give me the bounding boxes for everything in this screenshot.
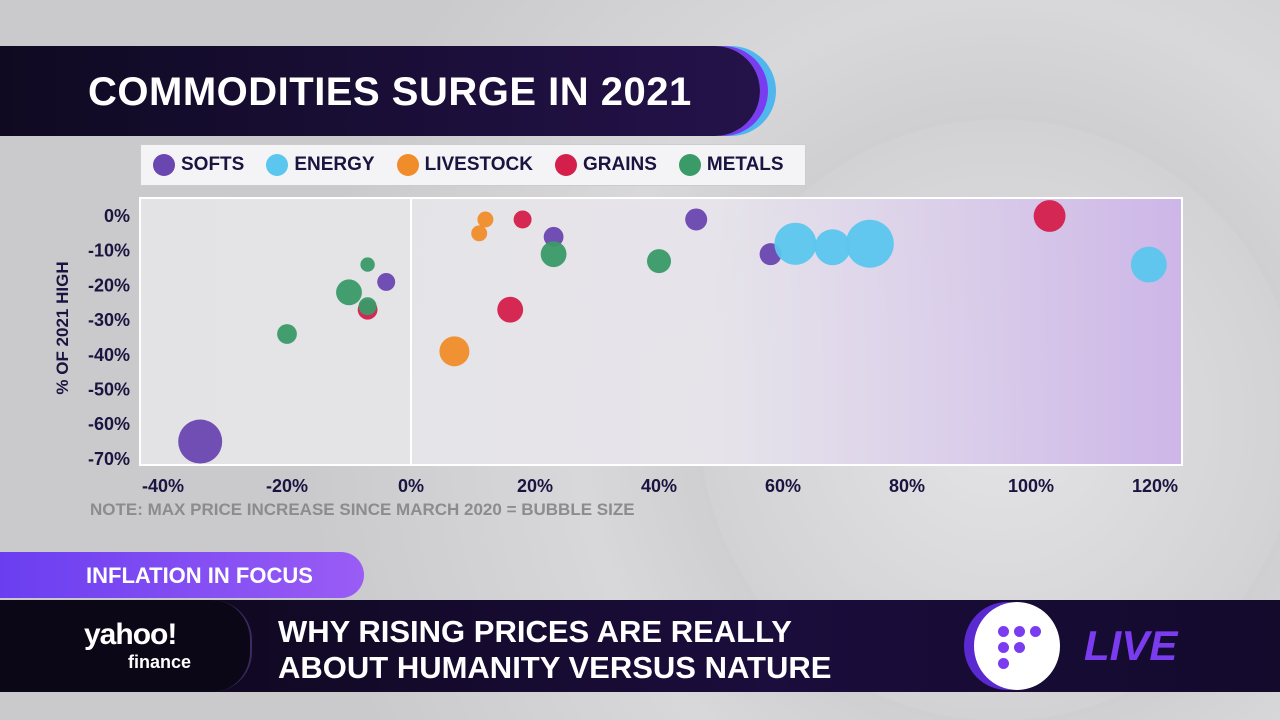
- logo-dot: [998, 626, 1009, 637]
- bubble-grains: [1033, 200, 1066, 232]
- legend-dot: [153, 154, 175, 176]
- bubble-energy: [814, 229, 851, 266]
- x-tick-label: 120%: [1132, 476, 1178, 496]
- bubble-metals: [277, 324, 297, 344]
- x-tick-label: 0%: [398, 476, 424, 496]
- legend-softs: SOFTS: [153, 154, 244, 176]
- logo-finance: finance: [128, 652, 192, 672]
- y-tick-label: -70%: [88, 449, 130, 469]
- logo-yahoo: yahoo!: [84, 618, 177, 651]
- legend-dot: [678, 154, 701, 176]
- topic-tag: INFLATION IN FOCUS: [0, 552, 364, 598]
- headline: WHY RISING PRICES ARE REALLY ABOUT HUMAN…: [278, 614, 831, 686]
- bubble-livestock: [477, 211, 494, 228]
- lower-third: yahoo! finance WHY RISING PRICES ARE REA…: [0, 600, 1280, 692]
- headline-line-1: WHY RISING PRICES ARE REALLY: [278, 614, 792, 649]
- y-axis-label: % OF 2021 HIGH: [53, 261, 72, 395]
- x-tick-label: 80%: [889, 476, 925, 496]
- legend: SOFTS ENERGY LIVESTOCK GRAINS METALS: [140, 144, 806, 186]
- bubble-metals: [358, 297, 377, 316]
- bubble-softs: [377, 272, 396, 291]
- y-tick-label: -60%: [88, 414, 130, 434]
- y-tick-label: 0%: [104, 206, 130, 226]
- bubble-livestock: [439, 336, 470, 367]
- bubble-metals: [647, 249, 671, 274]
- y-tick-label: -10%: [88, 241, 130, 261]
- legend-label: ENERGY: [294, 154, 375, 175]
- logo-dot: [1014, 642, 1025, 653]
- x-tick-label: -20%: [266, 476, 308, 496]
- logo-dot: [1014, 626, 1025, 637]
- legend-energy: ENERGY: [266, 154, 375, 176]
- bubble-grains: [497, 296, 524, 323]
- legend-label: METALS: [706, 154, 784, 175]
- x-tick-label: 20%: [517, 476, 553, 496]
- live-logo-icon: [960, 600, 1070, 692]
- bubble-softs: [178, 419, 223, 464]
- chart-title: COMMODITIES SURGE IN 2021: [88, 70, 692, 114]
- legend-grains: GRAINS: [554, 154, 657, 176]
- live-badge: LIVE: [1084, 622, 1178, 669]
- bubble-energy: [1130, 246, 1167, 283]
- x-tick-label: 100%: [1008, 476, 1054, 496]
- x-tick-label: 60%: [765, 476, 801, 496]
- bubble-energy: [774, 222, 817, 265]
- x-tick-label: 40%: [641, 476, 677, 496]
- bubble-livestock: [471, 225, 488, 242]
- legend-label: GRAINS: [582, 154, 657, 175]
- bubble-metals: [360, 257, 375, 272]
- legend-dot: [266, 154, 289, 176]
- legend-label: SOFTS: [181, 154, 245, 175]
- legend-livestock: LIVESTOCK: [396, 154, 533, 176]
- legend-metals: METALS: [678, 154, 784, 176]
- bubble-metals: [336, 279, 362, 306]
- legend-dot: [396, 154, 419, 176]
- yahoo-finance-logo: yahoo! finance: [0, 600, 252, 692]
- y-tick-label: -40%: [88, 345, 130, 365]
- x-tick-label: -40%: [142, 476, 184, 496]
- logo-dot: [998, 658, 1009, 669]
- bubble-softs: [543, 226, 564, 247]
- bubble-softs: [685, 208, 708, 231]
- headline-line-2: ABOUT HUMANITY VERSUS NATURE: [278, 650, 832, 685]
- legend-dot: [554, 154, 577, 176]
- y-tick-label: -20%: [88, 275, 130, 295]
- y-tick-label: -50%: [88, 380, 130, 400]
- y-tick-label: -30%: [88, 310, 130, 330]
- bubble-metals: [540, 241, 567, 268]
- plot-area: [139, 197, 1183, 466]
- title-banner: [0, 46, 760, 136]
- bubble-grains: [513, 210, 532, 229]
- logo-dot: [1030, 626, 1041, 637]
- logo-dot: [998, 642, 1009, 653]
- logo-circle: [974, 602, 1060, 690]
- chart-note: NOTE: MAX PRICE INCREASE SINCE MARCH 202…: [90, 500, 635, 519]
- bubble-energy: [845, 219, 894, 268]
- legend-label: LIVESTOCK: [424, 154, 533, 175]
- topic-tag-label: INFLATION IN FOCUS: [86, 563, 313, 588]
